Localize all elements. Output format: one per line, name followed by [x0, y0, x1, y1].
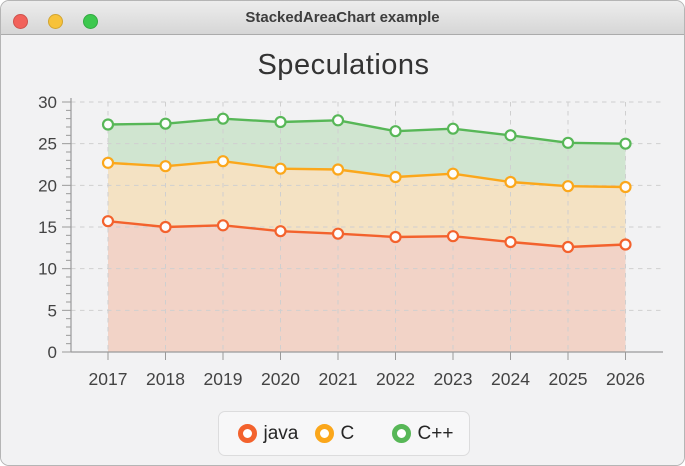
legend-ring-icon: [237, 424, 257, 443]
legend-item-java: java: [237, 423, 315, 444]
zoom-button[interactable]: [83, 14, 98, 29]
chart-pane: 0 5 10 15 20 25 30 2017 2018 2019 2020 2021 2022 2023…: [1, 35, 684, 465]
marker-java-2019: [216, 219, 230, 232]
marker-cpp-2018: [159, 117, 172, 130]
marker-c-2019: [216, 155, 230, 168]
marker-java-2020: [274, 225, 287, 238]
marker-c-2018: [159, 160, 172, 173]
chart-legend: java C C++: [217, 411, 470, 456]
y-tick-label-10: 10: [38, 260, 57, 279]
legend-label-c: C: [340, 423, 355, 444]
marker-java-2023: [446, 230, 460, 243]
legend-item-cpp: C++: [391, 423, 469, 444]
legend-ring-icon: [314, 424, 334, 443]
marker-cpp-2025: [561, 136, 575, 149]
y-tick-label-5: 5: [48, 301, 57, 320]
close-button[interactable]: [13, 14, 28, 29]
x-tick-label-2017: 2017: [89, 369, 128, 389]
marker-cpp-2022: [389, 125, 402, 138]
marker-c-2017: [101, 156, 115, 169]
minimize-button[interactable]: [48, 14, 63, 29]
marker-java-2025: [561, 240, 575, 254]
legend-item-c: C: [314, 423, 392, 444]
y-tick-label-20: 20: [38, 176, 57, 195]
series-line-cpp: [106, 117, 627, 145]
marker-cpp-2021: [331, 114, 345, 127]
marker-java-2022: [389, 230, 402, 244]
series-line-java: [106, 219, 627, 249]
marker-c-2025: [561, 180, 575, 193]
marker-java-2017: [101, 215, 115, 228]
marker-cpp-2023: [446, 122, 460, 135]
area-fill-java: [108, 221, 626, 352]
x-tick-label-2022: 2022: [376, 369, 415, 389]
marker-c-2026: [619, 180, 632, 194]
marker-c-2020: [274, 162, 287, 175]
marker-c-2021: [331, 163, 345, 176]
marker-java-2021: [331, 227, 345, 240]
titlebar[interactable]: StackedAreaChart example: [1, 1, 684, 35]
legend-ring-icon: [391, 424, 411, 443]
x-tick-label-2026: 2026: [606, 369, 645, 389]
x-tick-label-2020: 2020: [261, 369, 300, 389]
marker-c-2023: [446, 167, 460, 180]
x-tick-label-2025: 2025: [549, 369, 588, 389]
marker-cpp-2019: [216, 112, 230, 125]
marker-cpp-2024: [504, 129, 517, 142]
x-tick-label-2023: 2023: [434, 369, 473, 389]
x-tick-label-2018: 2018: [146, 369, 185, 389]
marker-java-2024: [504, 235, 517, 249]
chart-title: Speculations: [257, 49, 430, 81]
marker-c-2022: [389, 170, 402, 184]
window-title: StackedAreaChart example: [245, 9, 440, 26]
y-tick-label-30: 30: [38, 93, 57, 112]
window-controls: [13, 14, 98, 29]
area-fill-cpp: [108, 118, 626, 187]
y-tick-label-0: 0: [48, 343, 57, 362]
legend-label-cpp: C++: [417, 423, 454, 444]
y-tick-label-15: 15: [38, 218, 57, 237]
y-tick-label-25: 25: [38, 135, 57, 154]
x-tick-label-2019: 2019: [204, 369, 243, 389]
legend-label-java: java: [263, 423, 299, 444]
marker-cpp-2026: [619, 137, 632, 150]
marker-cpp-2020: [274, 115, 287, 129]
series-line-c: [106, 159, 627, 189]
marker-java-2018: [159, 220, 172, 234]
area-fill-c: [108, 161, 626, 247]
marker-cpp-2017: [101, 118, 115, 131]
x-tick-label-2024: 2024: [491, 369, 530, 389]
marker-c-2024: [504, 175, 517, 189]
x-tick-label-2021: 2021: [319, 369, 358, 389]
marker-java-2026: [619, 238, 632, 251]
